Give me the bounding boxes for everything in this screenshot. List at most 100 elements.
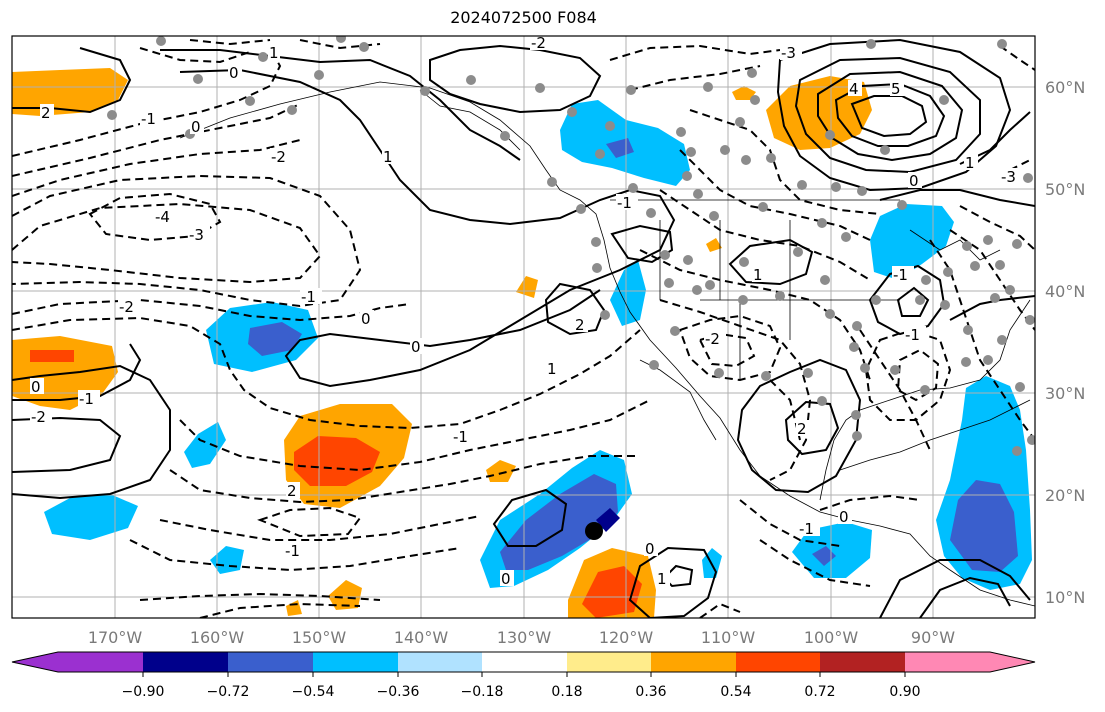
contour-label: -2 (31, 408, 46, 426)
contour-label: 4 (849, 80, 859, 98)
contour-label: 1 (657, 570, 667, 588)
storm-center-marker (585, 522, 603, 540)
colorbar-segment (228, 652, 313, 672)
contour-label: 1 (547, 360, 557, 378)
longitude-label: 140°W (394, 628, 449, 647)
colorbar-segment (58, 652, 143, 672)
longitude-axis: 170°W 160°W 150°W 140°W 130°W 120°W 110°… (88, 628, 955, 647)
contour-label: 0 (229, 64, 239, 82)
strong-positive-anomaly-region (582, 566, 642, 618)
colorbar-segment (820, 652, 905, 672)
negative-anomaly-region (610, 260, 646, 326)
colorbar-segment (313, 652, 398, 672)
contour-label: 0 (501, 570, 511, 588)
contour-label: -4 (155, 208, 170, 226)
contour-label: 2 (41, 104, 51, 122)
negative-anomaly-region (184, 422, 226, 468)
contour-label: -3 (1001, 168, 1016, 186)
contour-label: 2 (287, 482, 297, 500)
positive-anomaly-region (486, 460, 516, 482)
longitude-label: 170°W (88, 628, 143, 647)
contour-label: -1 (285, 542, 300, 560)
station-dots (107, 36, 1035, 456)
map-frame (11, 35, 1036, 619)
contour-label: -1 (617, 194, 632, 212)
contour-label: 5 (891, 80, 901, 98)
contour-label: -1 (79, 390, 94, 408)
strong-positive-anomaly-region (30, 350, 74, 362)
colorbar-tick-label: 0.36 (635, 684, 666, 700)
latitude-label: 10°N (1045, 588, 1085, 607)
colorbar-segment (736, 652, 820, 672)
contour-labels: 0 1 2 -4 -3 -2 -1 0 1 -2 -1 0 -1 -2 2 -1… (30, 34, 1022, 588)
strong-positive-anomaly-region (294, 436, 380, 486)
colorbar-tick-label: 0.18 (551, 684, 582, 700)
colorbar-segment (143, 652, 228, 672)
contour-label: 0 (909, 172, 919, 190)
contour-label: 1 (965, 154, 975, 172)
longitude-label: 120°W (599, 628, 654, 647)
latitude-axis: 60°N 50°N 40°N 30°N 20°N 10°N (1045, 78, 1085, 607)
colorbar-segment (398, 652, 482, 672)
contour-label: -1 (905, 326, 920, 344)
contour-label: 1 (383, 148, 393, 166)
contour-label: -2 (271, 148, 286, 166)
longitude-label: 100°W (804, 628, 859, 647)
colorbar-tick-label: 0.72 (804, 684, 835, 700)
contour-label: 2 (575, 316, 585, 334)
colorbar-outline (11, 651, 1036, 673)
colorbar-segment (567, 652, 651, 672)
strong-negative-anomaly-region (606, 138, 634, 158)
contour-label: -2 (705, 330, 720, 348)
strong-negative-anomaly-region (950, 480, 1018, 572)
contour-label: 0 (361, 310, 371, 328)
contour-label: 0 (31, 378, 41, 396)
positive-anomaly-region (328, 580, 362, 610)
colorbar-tick-label: −0.18 (461, 684, 504, 700)
strong-negative-anomaly-region (248, 322, 302, 356)
positive-anomaly-region (732, 86, 756, 100)
colorbar-tick-label: −0.36 (377, 684, 420, 700)
colorbar-tick-label: −0.72 (207, 684, 250, 700)
contour-label: 1 (269, 44, 279, 62)
contour-label: -1 (799, 520, 814, 538)
colorbar-segment (12, 652, 58, 672)
positive-anomaly-region (706, 238, 722, 252)
contour-label: -3 (781, 44, 796, 62)
colorbar-ticks (142, 672, 906, 677)
positive-anomaly-region (516, 276, 538, 298)
very-strong-negative-anomaly-region (596, 508, 620, 532)
map-title: 2024072500 F084 (450, 8, 597, 27)
contour-label: -1 (141, 110, 156, 128)
colorbar-tick-label: −0.54 (292, 684, 335, 700)
longitude-label: 160°W (190, 628, 245, 647)
contour-label: 1 (753, 266, 763, 284)
contour-label: -1 (893, 266, 908, 284)
latitude-label: 40°N (1045, 282, 1085, 301)
contour-label: -1 (453, 428, 468, 446)
contour-label: 0 (645, 540, 655, 558)
latitude-label: 30°N (1045, 384, 1085, 403)
strong-negative-anomaly-region (812, 546, 836, 566)
longitude-label: 130°W (497, 628, 552, 647)
contour-label: 0 (191, 118, 201, 136)
contour-label: -1 (301, 288, 316, 306)
latitude-label: 50°N (1045, 180, 1085, 199)
longitude-label: 110°W (701, 628, 756, 647)
contour-label: 0 (839, 508, 849, 526)
contour-label: -2 (119, 298, 134, 316)
longitude-label: 90°W (911, 628, 955, 647)
contour-label: -2 (531, 34, 546, 52)
colorbar-segment (905, 652, 990, 672)
contour-label: 2 (797, 420, 807, 438)
latitude-label: 20°N (1045, 486, 1085, 505)
colorbar-tick-label: 0.54 (720, 684, 751, 700)
latitude-label: 60°N (1045, 78, 1085, 97)
contour-label: -3 (189, 226, 204, 244)
colorbar-tick-label: −0.90 (122, 684, 165, 700)
longitude-label: 150°W (292, 628, 347, 647)
colorbar-segment (990, 652, 1035, 672)
colorbar: −0.90 −0.72 −0.54 −0.36 −0.18 0.18 0.36 … (11, 651, 1036, 700)
colorbar-segment (651, 652, 736, 672)
